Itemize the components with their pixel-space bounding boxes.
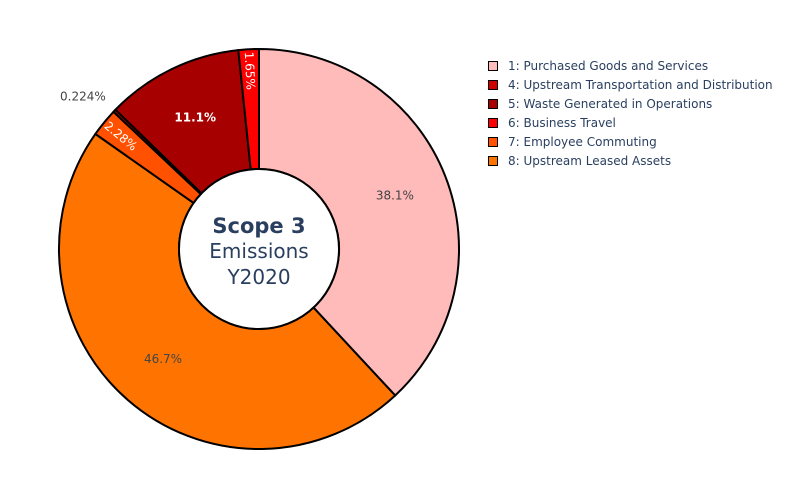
legend-label: 5: Waste Generated in Operations xyxy=(508,96,713,111)
legend-swatch xyxy=(488,98,498,109)
legend-item-5-waste-generated-in-operations[interactable]: 5: Waste Generated in Operations xyxy=(488,94,773,113)
legend-item-6-business-travel[interactable]: 6: Business Travel xyxy=(488,113,773,132)
legend-item-4-upstream-transportation-and-distribution[interactable]: 4: Upstream Transportation and Distribut… xyxy=(488,75,773,94)
slice-label-6-business-travel: 1.65% xyxy=(242,51,258,90)
legend-swatch xyxy=(488,117,498,128)
center-title-bold: Scope 3 xyxy=(212,214,305,238)
legend-label: 7: Employee Commuting xyxy=(508,134,657,149)
slice-label-4-upstream-transportation-and-distribution: 0.224% xyxy=(60,89,106,103)
legend-label: 6: Business Travel xyxy=(508,115,616,130)
legend-swatch xyxy=(488,79,498,90)
center-title: Scope 3 Emissions Y2020 xyxy=(209,214,308,289)
legend-item-1-purchased-goods-and-services[interactable]: 1: Purchased Goods and Services xyxy=(488,56,773,75)
chart-legend: 1: Purchased Goods and Services 4: Upstre… xyxy=(488,56,773,170)
slice-label-8-upstream-leased-assets: 46.7% xyxy=(144,352,182,366)
legend-swatch xyxy=(488,155,498,166)
legend-item-7-employee-commuting[interactable]: 7: Employee Commuting xyxy=(488,132,773,151)
center-title-line2: Emissions xyxy=(209,239,308,263)
legend-item-8-upstream-leased-assets[interactable]: 8: Upstream Leased Assets xyxy=(488,151,773,170)
slice-label-1-purchased-goods-and-services: 38.1% xyxy=(376,189,414,203)
center-title-line3: Y2020 xyxy=(226,265,290,289)
legend-swatch xyxy=(488,136,498,147)
donut-hole xyxy=(178,168,340,330)
slice-label-5-waste-generated-in-operations: 11.1% xyxy=(174,111,216,125)
legend-label: 8: Upstream Leased Assets xyxy=(508,153,672,168)
legend-label: 1: Purchased Goods and Services xyxy=(508,58,709,73)
legend-swatch xyxy=(488,60,498,71)
legend-label: 4: Upstream Transportation and Distribut… xyxy=(508,77,773,92)
